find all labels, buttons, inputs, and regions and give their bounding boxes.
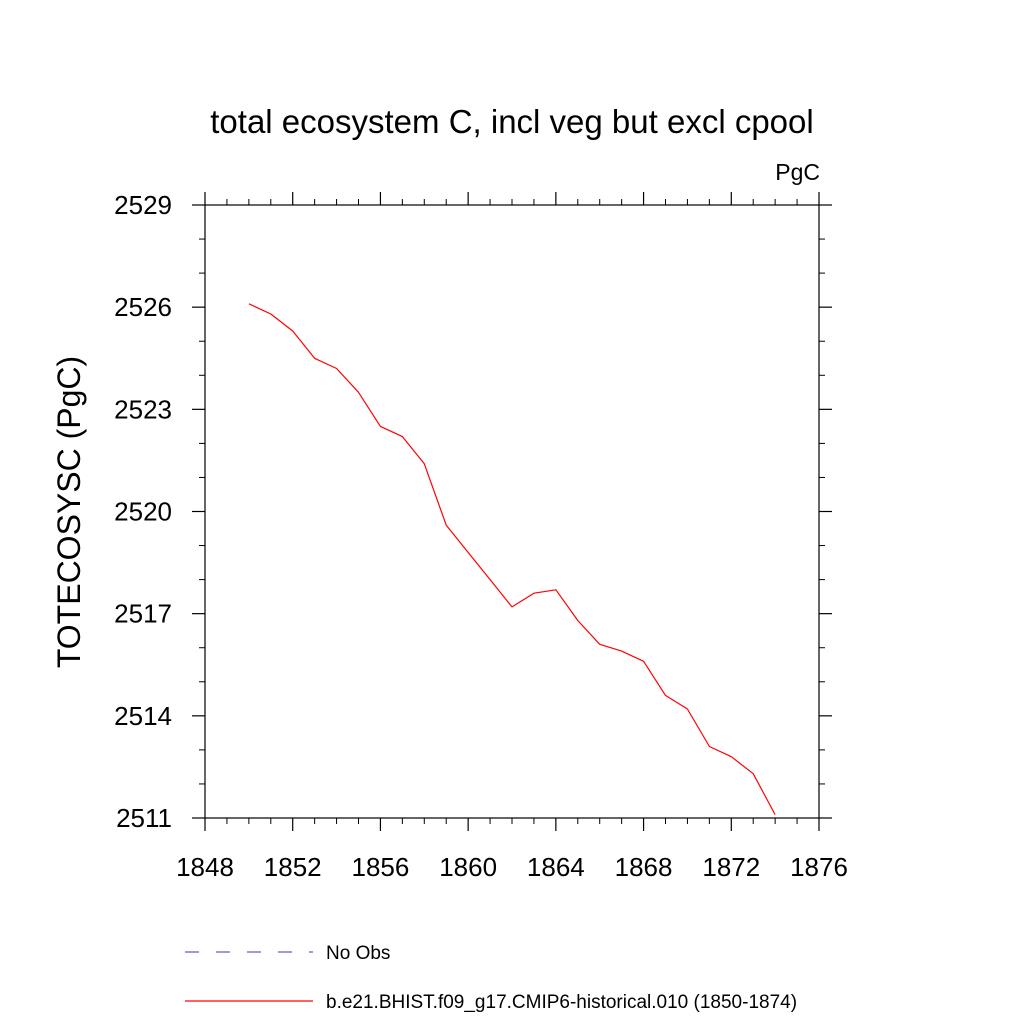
x-tick-label: 1868: [615, 852, 673, 882]
plot-frame: [204, 204, 820, 819]
y-tick-label: 2526: [114, 292, 172, 322]
x-tick-label: 1876: [790, 852, 848, 882]
data-point: [335, 367, 337, 369]
data-point: [248, 303, 250, 305]
legend: No Obs b.e21.BHIST.f09_g17.CMIP6-historic…: [185, 943, 797, 1013]
y-tick-label: 2523: [114, 394, 172, 424]
x-tick-label: 1848: [176, 852, 234, 882]
data-point: [357, 391, 359, 393]
y-tick-labels: 2511 2514 2517 2520 2523 2526 2529: [114, 190, 172, 833]
series-line: [248, 303, 776, 815]
data-point: [445, 524, 447, 526]
data-point: [664, 694, 666, 696]
x-tick-label: 1872: [702, 852, 760, 882]
data-point: [708, 745, 710, 747]
legend-label: b.e21.BHIST.f09_g17.CMIP6-historical.010…: [326, 992, 797, 1013]
units-label: PgC: [775, 159, 820, 185]
x-tick-label: 1864: [527, 852, 585, 882]
data-point: [774, 813, 776, 815]
data-point: [511, 606, 513, 608]
legend-label: No Obs: [326, 943, 390, 964]
axis-ticks: [192, 192, 832, 831]
y-tick-label: 2511: [116, 803, 172, 833]
x-tick-label: 1860: [439, 852, 497, 882]
data-point: [752, 773, 754, 775]
y-tick-label: 2514: [114, 701, 172, 731]
x-tick-labels: 1848 1852 1856 1860 1864 1868 1872 1876: [176, 852, 848, 882]
y-tick-label: 2520: [114, 497, 172, 527]
data-point: [467, 551, 469, 553]
data-point: [313, 357, 315, 359]
chart-title: total ecosystem C, incl veg but excl cpo…: [210, 103, 813, 140]
data-point: [686, 708, 688, 710]
data-point: [620, 650, 622, 652]
data-point: [379, 425, 381, 427]
data-point: [555, 589, 557, 591]
data-point: [292, 330, 294, 332]
y-tick-label: 2529: [114, 190, 172, 220]
x-tick-label: 1852: [264, 852, 322, 882]
data-point: [270, 313, 272, 315]
data-point: [577, 619, 579, 621]
data-point: [423, 463, 425, 465]
data-point: [489, 578, 491, 580]
data-point: [599, 643, 601, 645]
x-tick-label: 1856: [352, 852, 410, 882]
data-point: [533, 592, 535, 594]
data-point: [401, 435, 403, 437]
data-point: [642, 660, 644, 662]
data-point: [730, 756, 732, 758]
series-layer: [248, 303, 776, 815]
y-axis-label: TOTECOSYSC (PgC): [51, 356, 87, 668]
y-tick-label: 2517: [114, 599, 172, 629]
